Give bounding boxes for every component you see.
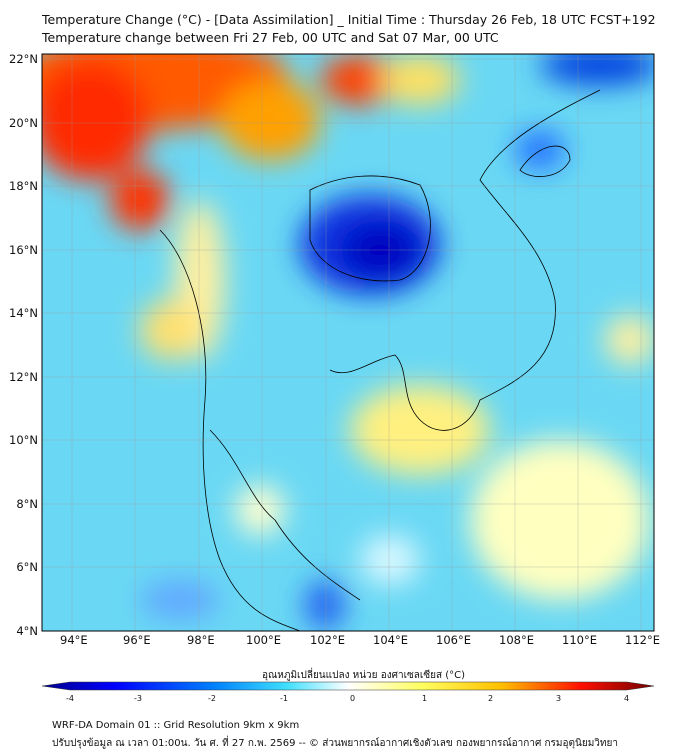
- lon-label: 98°E: [187, 633, 215, 647]
- lat-label: 6°N: [16, 560, 38, 574]
- lat-label: 22°N: [9, 52, 38, 66]
- colorbar-tick: 3: [556, 694, 562, 703]
- colorbar-tick: -4: [66, 694, 74, 703]
- lon-label: 100°E: [246, 633, 281, 647]
- lon-label: 96°E: [123, 633, 151, 647]
- temperature-field: [42, 54, 654, 631]
- lon-label: 112°E: [625, 633, 660, 647]
- lon-label: 110°E: [562, 633, 597, 647]
- colorbar-tick: 1: [422, 694, 428, 703]
- lon-label: 102°E: [310, 633, 345, 647]
- lon-label: 106°E: [436, 633, 471, 647]
- lat-label: 12°N: [9, 370, 38, 384]
- colorbar-tick: -2: [208, 694, 216, 703]
- lon-label: 104°E: [373, 633, 408, 647]
- colorbar-tick: 4: [624, 694, 630, 703]
- map-subtitle: Temperature change between Fri 27 Feb, 0…: [42, 30, 499, 45]
- lat-label: 20°N: [9, 116, 38, 130]
- coastlines: [159, 89, 601, 631]
- colorbar: [41, 681, 655, 691]
- colorbar-tick: 0: [350, 694, 356, 703]
- lat-label: 16°N: [9, 243, 38, 257]
- footer-model-info: WRF-DA Domain 01 :: Grid Resolution 9km …: [52, 720, 300, 731]
- lat-label: 8°N: [16, 497, 38, 511]
- lat-label: 14°N: [9, 306, 38, 320]
- lon-label: 94°E: [60, 633, 88, 647]
- lat-label: 4°N: [16, 624, 38, 638]
- lat-label: 18°N: [9, 179, 38, 193]
- colorbar-tick: 2: [488, 694, 494, 703]
- footer-credit: ปรับปรุงข้อมูล ณ เวลา 01:00น. วัน ศ. ที่…: [52, 738, 618, 749]
- lat-label: 10°N: [9, 433, 38, 447]
- gridlines: [42, 54, 654, 631]
- colorbar-tick: -3: [134, 694, 142, 703]
- lon-label: 108°E: [499, 633, 534, 647]
- colorbar-label: อุณหภูมิเปลี่ยนแปลง หน่วย องศาเซลเซียส (…: [262, 670, 466, 681]
- map-title: Temperature Change (°C) - [Data Assimila…: [42, 12, 656, 27]
- colorbar-tick: -1: [280, 694, 288, 703]
